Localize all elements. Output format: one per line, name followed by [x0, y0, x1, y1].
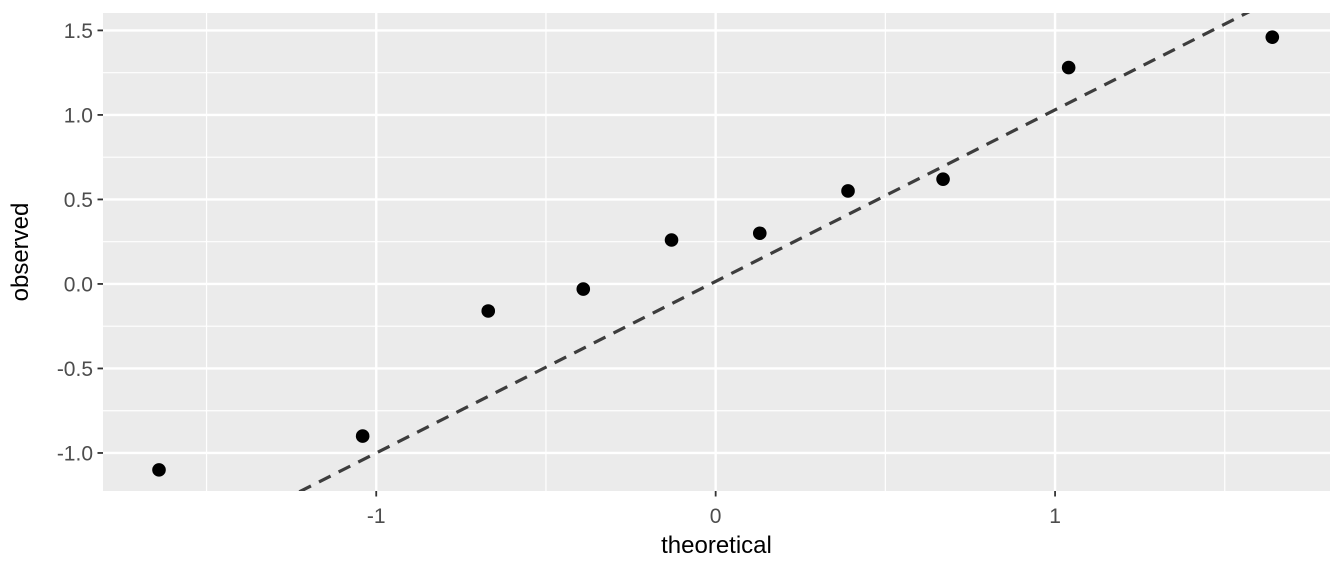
- data-point: [752, 226, 767, 241]
- data-point: [664, 233, 679, 247]
- y-axis-title: observed: [7, 202, 34, 302]
- data-point: [355, 429, 370, 443]
- x-tick-label: 1: [1049, 505, 1061, 528]
- y-tick-label: 0.0: [64, 273, 93, 296]
- y-tick-label: 1.5: [64, 20, 93, 43]
- qq-reference-line: [297, 13, 1251, 491]
- data-point: [1265, 30, 1280, 44]
- y-tick-label: -1.0: [57, 442, 93, 465]
- x-axis-title: theoretical: [661, 532, 772, 559]
- data-point: [481, 304, 496, 318]
- data-point: [841, 184, 855, 198]
- data-point: [1061, 60, 1076, 75]
- y-tick-label: -0.5: [57, 358, 93, 381]
- y-tick-label: 1.0: [64, 104, 93, 127]
- data-point: [152, 463, 166, 477]
- y-tick-label: 0.5: [64, 189, 93, 212]
- data-point: [936, 172, 950, 186]
- data-point: [576, 282, 591, 296]
- x-tick-label: 0: [710, 505, 722, 528]
- x-tick-label: -1: [367, 505, 386, 528]
